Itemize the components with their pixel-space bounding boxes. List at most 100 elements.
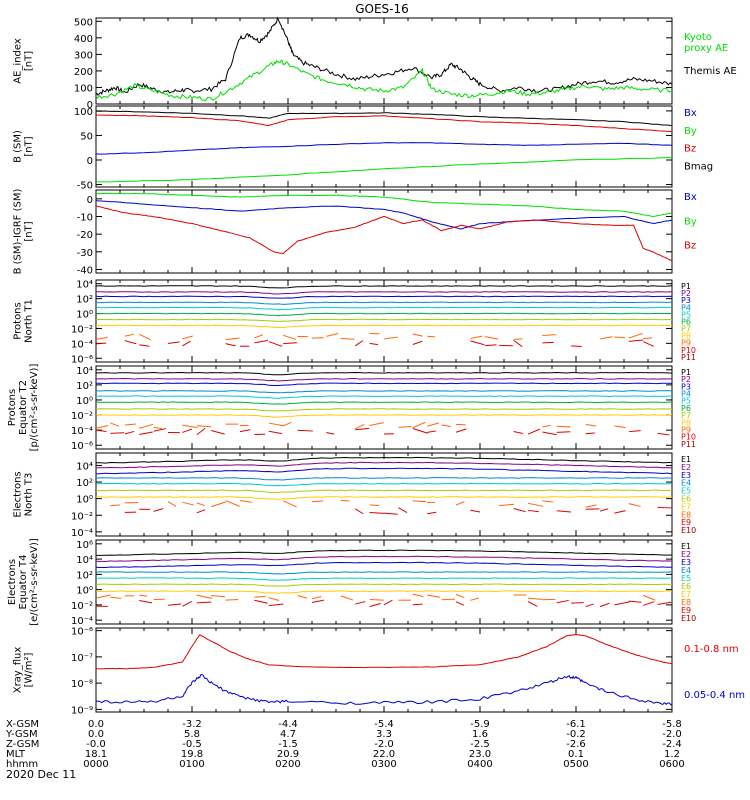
series-line-kyoto-proxy-ae (95, 59, 673, 102)
legend-label: P5 (681, 397, 691, 406)
x-axis-row-value: -2.4 (662, 739, 682, 750)
y-axis-label-line: North T1 (24, 299, 35, 343)
channel-segment-e8 (499, 503, 515, 507)
y-tick-label: 10⁰ (76, 396, 93, 407)
channel-segment-e9 (383, 599, 393, 606)
channel-segment-e9 (355, 601, 366, 605)
channel-segment-e8 (527, 597, 543, 600)
channel-segment-p10 (484, 344, 497, 347)
channel-line-p4 (95, 390, 673, 394)
channel-line-p6 (95, 401, 673, 405)
legend-label: P6 (681, 404, 691, 413)
channel-segment-p9 (283, 334, 297, 340)
y-tick-label: -10 (77, 212, 93, 223)
legend-label: proxy AE (684, 43, 728, 54)
channel-segment-p9 (268, 422, 285, 427)
x-axis-row-value: 0.1 (568, 749, 584, 760)
channel-segment-p9 (542, 424, 551, 428)
channel-segment-p10 (182, 340, 191, 347)
channel-segment-p10 (297, 429, 313, 432)
channel-segment-p9 (225, 337, 240, 341)
channel-segment-e8 (239, 500, 252, 503)
channel-segment-e9 (614, 601, 630, 606)
y-axis-label: Electrons North T3 (13, 471, 35, 517)
legend-label: P9 (681, 339, 691, 348)
channel-line-p2 (95, 377, 673, 382)
y-axis-label-line: North T3 (24, 473, 35, 517)
x-axis-row-value: 1.6 (472, 729, 488, 740)
channel-line-e2 (96, 461, 673, 469)
x-axis-row-value: 0300 (371, 759, 396, 770)
legend-label: P11 (681, 440, 696, 449)
channel-segment-e9 (527, 509, 539, 513)
x-axis-row-value: -2.6 (566, 739, 586, 750)
channel-segment-e9 (585, 603, 594, 608)
channel-segment-p10 (642, 341, 654, 347)
channel-segment-p9 (542, 334, 556, 336)
channel-segment-e9 (311, 599, 325, 604)
channel-segment-p9 (138, 333, 152, 341)
channel-line-e1 (96, 549, 673, 556)
y-axis-label-line: B (SM) (13, 130, 24, 163)
channel-segment-e8 (196, 594, 213, 599)
y-tick-label: 10⁻² (71, 411, 93, 422)
y-tick-label: 10² (76, 478, 93, 489)
legend-label: P2 (681, 289, 691, 298)
y-tick-label: 10⁰ (76, 495, 93, 506)
channel-segment-p9 (614, 336, 626, 339)
channel-segment-p9 (254, 334, 264, 339)
y-tick-label: 0 (87, 195, 93, 206)
channel-segment-e8 (153, 598, 165, 601)
y-tick-label: 200 (74, 67, 93, 78)
channel-line-p8 (96, 324, 672, 329)
x-axis-row-value: -0.2 (566, 729, 586, 740)
y-tick-label: 300 (74, 50, 93, 61)
channel-segment-e8 (412, 500, 427, 503)
channel-segment-p10 (196, 428, 206, 436)
channel-segment-e9 (196, 601, 212, 604)
channel-segment-p9 (441, 424, 451, 428)
legend-label: E7 (681, 590, 691, 599)
channel-segment-e8 (585, 504, 597, 508)
y-axis-label: B (SM)-IGRF (SM) [nT] (13, 189, 35, 275)
channel-segment-e9 (254, 599, 268, 604)
y-tick-label: 400 (74, 34, 93, 45)
channel-segment-p10 (139, 344, 150, 347)
y-tick-label: 10⁰ (76, 310, 93, 321)
channel-segment-p9 (95, 336, 108, 340)
chart-panel-3: 0 -10 -20 -30 -40 B (SM)-IGRF (SM) [nT] Bx By Bz (13, 189, 697, 277)
channel-segment-e8 (297, 595, 308, 599)
channel-line-e2 (96, 555, 673, 563)
channel-line-e5 (96, 577, 673, 581)
legend-label: P9 (681, 425, 691, 434)
legend-label: E9 (681, 606, 691, 615)
y-axis-label: Protons Equator T2 [p/(cm²-s-sr-keV)] (7, 364, 40, 452)
channel-segment-e9 (599, 602, 610, 608)
channel-segment-p9 (340, 337, 355, 340)
channel-segment-e9 (571, 602, 584, 604)
channel-segment-e9 (556, 510, 571, 513)
channel-segment-p10 (239, 429, 251, 433)
channel-segment-p9 (628, 332, 643, 339)
series-line-by (95, 192, 673, 218)
legend-label: E8 (681, 598, 691, 607)
channel-segment-e8 (412, 593, 424, 598)
y-axis-label-line: Protons (7, 389, 18, 426)
channel-segment-p9 (369, 422, 384, 426)
y-tick-label: 10⁻⁶ (71, 354, 93, 365)
y-axis-label: B (SM) [nT] (13, 130, 35, 163)
legend-label: By (684, 216, 697, 227)
channel-segment-p10 (268, 430, 282, 435)
legend-label: E10 (681, 614, 696, 623)
channel-segment-p9 (110, 422, 120, 427)
channel-segment-e9 (470, 509, 481, 513)
channel-segment-e9 (556, 599, 569, 604)
series-line-bx (95, 200, 673, 230)
channel-segment-p10 (326, 431, 335, 435)
channel-segment-p10 (556, 431, 571, 433)
y-axis-label-line: Xray_flux (13, 647, 24, 694)
x-axis-row-label: X-GSM (6, 719, 39, 730)
channel-segment-p10 (167, 341, 180, 344)
channel-segment-p9 (599, 336, 613, 340)
